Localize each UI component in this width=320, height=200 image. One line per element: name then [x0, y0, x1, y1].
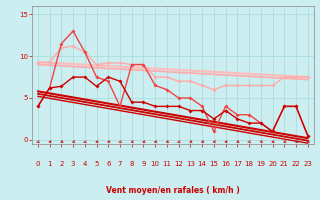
X-axis label: Vent moyen/en rafales ( km/h ): Vent moyen/en rafales ( km/h )	[106, 186, 240, 195]
